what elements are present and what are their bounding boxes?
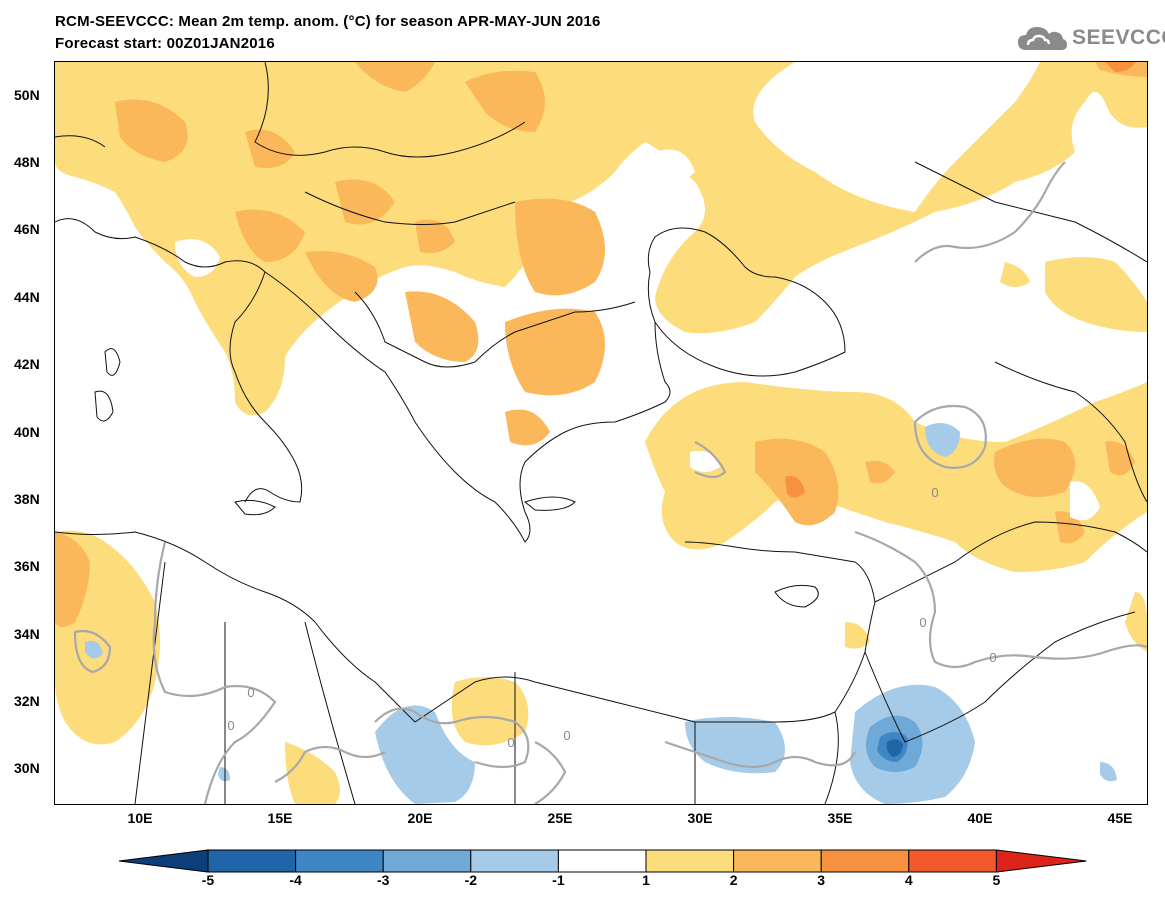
legend-tick-label: 4 (904, 872, 913, 888)
map-title: RCM-SEEVCCC: Mean 2m temp. anom. (°C) fo… (55, 13, 601, 30)
legend-tick-label: -5 (201, 872, 215, 888)
legend-swatch (470, 849, 559, 873)
legend-swatch (557, 849, 647, 873)
contour-label: 0 (931, 485, 938, 500)
contour-label: 0 (989, 650, 996, 665)
contour-label: 0 (919, 615, 926, 630)
anomaly-shading-3-4 (785, 62, 1135, 498)
legend-tick-label: -1 (552, 872, 565, 888)
contour-label: 0 (507, 735, 514, 750)
anomaly-shading-2-3 (55, 62, 1147, 627)
temperature-anomaly-map: 0 0 0 0 0 0 0 (54, 61, 1148, 805)
anomaly-shading-near-zero (153, 62, 1100, 521)
lat-label: 50N (14, 87, 40, 103)
lat-label: 38N (14, 491, 40, 507)
anomaly-shading-negative (85, 423, 1117, 804)
legend-swatch (295, 849, 384, 873)
legend-tick-label: 2 (729, 872, 738, 888)
contour-label: 0 (227, 718, 234, 733)
lat-label: 32N (14, 693, 40, 709)
logo-text: SEEVCCC (1072, 26, 1165, 49)
lon-label: 10E (127, 810, 153, 826)
legend-tick-label: -4 (289, 872, 302, 888)
forecast-start-subtitle: Forecast start: 00Z01JAN2016 (55, 35, 275, 52)
lat-label: 40N (14, 424, 40, 440)
legend-tick-label: 3 (817, 872, 826, 888)
legend-tick-label: -2 (464, 872, 478, 888)
lat-label: 48N (14, 154, 40, 170)
lon-label: 45E (1107, 810, 1133, 826)
legend-swatch (820, 849, 910, 873)
zero-contours (73, 161, 1147, 804)
legend-tick-label: 5 (992, 872, 1001, 888)
lat-label: 42N (14, 356, 40, 372)
lon-label: 35E (827, 810, 853, 826)
contour-label: 0 (247, 685, 254, 700)
lat-label: 36N (14, 558, 40, 574)
color-legend-bar (118, 849, 1087, 873)
lat-label: 30N (14, 760, 40, 776)
lon-label: 30E (687, 810, 713, 826)
coastlines-and-borders (55, 62, 1147, 804)
cloud-icon (1018, 27, 1067, 50)
legend-swatch (733, 849, 822, 873)
legend-tick-label: 1 (642, 872, 650, 888)
lon-label: 40E (967, 810, 993, 826)
anomaly-shading-1-2 (55, 62, 1147, 804)
lat-label: 44N (14, 289, 40, 305)
lat-label: 46N (14, 221, 40, 237)
legend-swatch (645, 849, 735, 873)
seevccc-logo: SEEVCCC (1016, 18, 1165, 58)
legend-swatch-high-arrow (995, 849, 1087, 873)
lon-label: 15E (267, 810, 293, 826)
contour-label: 0 (563, 728, 570, 743)
lon-label: 25E (547, 810, 573, 826)
legend-tick-label: -3 (376, 872, 390, 888)
legend-swatch (908, 849, 997, 873)
legend-swatch-low-arrow (118, 849, 209, 873)
lat-label: 34N (14, 626, 40, 642)
legend-swatch (207, 849, 297, 873)
contour-labels: 0 0 0 0 0 0 0 (227, 485, 996, 750)
legend-swatch (382, 849, 472, 873)
lon-label: 20E (407, 810, 433, 826)
